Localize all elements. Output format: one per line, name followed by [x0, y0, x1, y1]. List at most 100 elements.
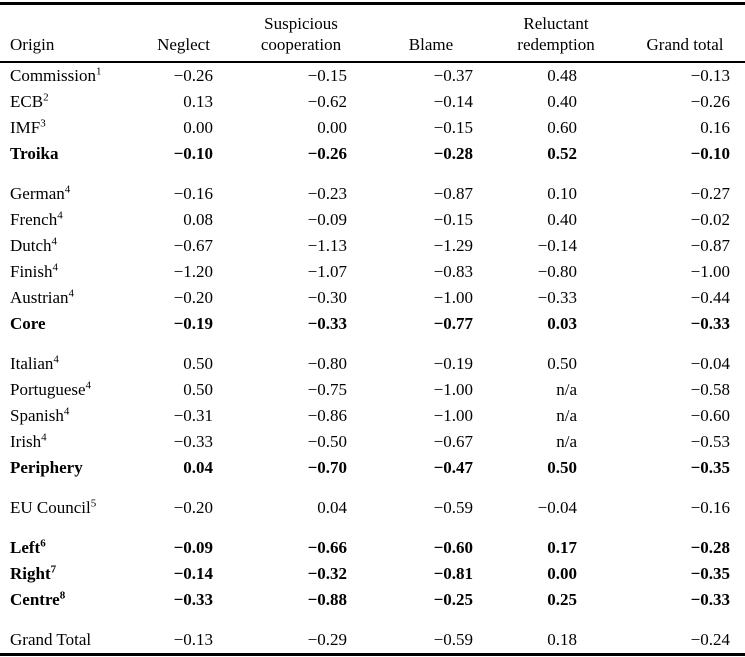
value-cell: −0.30: [307, 288, 347, 307]
row-label-cell: Portuguese4: [0, 377, 140, 403]
column-header-origin: Origin: [0, 3, 140, 63]
row-label: Irish: [10, 432, 42, 451]
table-row: Dutch4 −0.67 −1.13 −1.29 −0.14 −0.87: [0, 233, 745, 259]
value-cell: −0.88: [307, 590, 347, 609]
row-footnote-marker: 4: [63, 405, 70, 418]
table-row: Core −0.19 −0.33 −0.77 0.03 −0.33: [0, 311, 745, 337]
value-cell: −1.00: [433, 406, 473, 425]
value-cell: −1.00: [690, 262, 730, 281]
value-cell: 0.00: [183, 118, 213, 137]
value-cell: 0.40: [547, 92, 577, 111]
value-cell: n/a: [556, 406, 577, 425]
row-footnote-marker: 4: [51, 235, 58, 248]
value-cell: −0.59: [433, 498, 473, 517]
value-cell: −0.33: [173, 590, 213, 609]
value-cell: −0.35: [690, 458, 730, 477]
row-label-cell: Dutch4: [0, 233, 140, 259]
row-footnote-marker: 4: [53, 353, 59, 366]
row-label: Left: [10, 538, 41, 557]
value-cell: −0.19: [173, 314, 213, 333]
value-cell: −0.87: [433, 184, 473, 203]
value-cell: −0.33: [173, 432, 213, 451]
value-cell: −1.13: [307, 236, 347, 255]
value-cell: −1.00: [433, 288, 473, 307]
value-cell: −0.33: [690, 590, 730, 609]
section-gap: [0, 337, 745, 351]
value-cell: −0.33: [307, 314, 347, 333]
value-cell: −0.29: [307, 630, 347, 649]
table-row: Spanish4 −0.31 −0.86 −1.00 n/a −0.60: [0, 403, 745, 429]
value-cell: −0.86: [307, 406, 347, 425]
row-footnote-marker: 7: [50, 563, 57, 576]
value-cell: −1.29: [433, 236, 473, 255]
row-label: Troika: [10, 144, 59, 163]
row-footnote-marker: 4: [68, 287, 75, 300]
table-row: Irish4 −0.33 −0.50 −0.67 n/a −0.53: [0, 429, 745, 455]
value-cell: −0.28: [690, 538, 730, 557]
row-footnote-marker: 6: [40, 537, 46, 550]
value-cell: −0.67: [433, 432, 473, 451]
value-cell: −0.44: [690, 288, 730, 307]
table-body: Commission1 −0.26 −0.15 −0.37 0.48 −0.13 ECB2 0…: [0, 62, 745, 655]
value-cell: −0.27: [690, 184, 730, 203]
value-cell: −1.07: [307, 262, 347, 281]
value-cell: 0.60: [547, 118, 577, 137]
row-label: Spanish: [10, 406, 64, 425]
row-label: Austrian: [10, 288, 69, 307]
value-cell: −0.60: [433, 538, 473, 557]
value-cell: −0.32: [307, 564, 347, 583]
value-cell: −0.10: [173, 144, 213, 163]
value-cell: −0.04: [690, 354, 730, 373]
row-label-cell: Irish4: [0, 429, 140, 455]
value-cell: −1.00: [433, 380, 473, 399]
row-label: Right: [10, 564, 51, 583]
section-gap-cell: [0, 337, 745, 351]
value-cell: −0.80: [537, 262, 577, 281]
row-label-cell: Grand Total: [0, 627, 140, 655]
value-cell: −0.14: [537, 236, 577, 255]
value-cell: −0.15: [307, 66, 347, 85]
column-header-grand-total: Grand total: [625, 3, 745, 63]
column-header-suspicious-cooperation: Suspicious cooperation: [227, 3, 375, 63]
value-cell: −0.59: [433, 630, 473, 649]
table-header: Origin Neglect Suspicious cooperation Bl…: [0, 3, 745, 63]
row-footnote-marker: 4: [64, 183, 71, 196]
value-cell: −0.20: [173, 288, 213, 307]
value-cell: −0.26: [690, 92, 730, 111]
value-cell: −0.87: [690, 236, 730, 255]
table-row: Portuguese4 0.50 −0.75 −1.00 n/a −0.58: [0, 377, 745, 403]
value-cell: −0.31: [173, 406, 213, 425]
value-cell: −0.37: [433, 66, 473, 85]
column-header-blame: Blame: [375, 3, 487, 63]
value-cell: 0.04: [317, 498, 347, 517]
row-footnote-marker: 8: [59, 589, 66, 602]
value-cell: −0.02: [690, 210, 730, 229]
table-row: Austrian4 −0.20 −0.30 −1.00 −0.33 −0.44: [0, 285, 745, 311]
section-gap: [0, 167, 745, 181]
value-cell: −0.13: [173, 630, 213, 649]
value-cell: −0.09: [307, 210, 347, 229]
row-label-cell: Periphery: [0, 455, 140, 481]
row-label: Periphery: [10, 458, 83, 477]
row-footnote-marker: 1: [95, 65, 102, 78]
value-cell: 0.00: [547, 564, 577, 583]
row-footnote-marker: 4: [52, 261, 59, 274]
row-label-cell: Italian4: [0, 351, 140, 377]
table-row: ECB2 0.13 −0.62 −0.14 0.40 −0.26: [0, 89, 745, 115]
row-label: IMF: [10, 118, 41, 137]
value-cell: −0.66: [307, 538, 347, 557]
section-gap: [0, 613, 745, 627]
value-cell: 0.40: [547, 210, 577, 229]
value-cell: −0.83: [433, 262, 473, 281]
table-row: Commission1 −0.26 −0.15 −0.37 0.48 −0.13: [0, 62, 745, 89]
table-row: Grand Total −0.13 −0.29 −0.59 0.18 −0.24: [0, 627, 745, 655]
value-cell: −0.80: [307, 354, 347, 373]
value-cell: −0.16: [173, 184, 213, 203]
value-cell: 0.25: [547, 590, 577, 609]
row-label-cell: EU Council5: [0, 495, 140, 521]
value-cell: 0.17: [547, 538, 577, 557]
row-label-cell: IMF3: [0, 115, 140, 141]
value-cell: 0.50: [547, 354, 577, 373]
row-footnote-marker: 4: [41, 431, 47, 444]
